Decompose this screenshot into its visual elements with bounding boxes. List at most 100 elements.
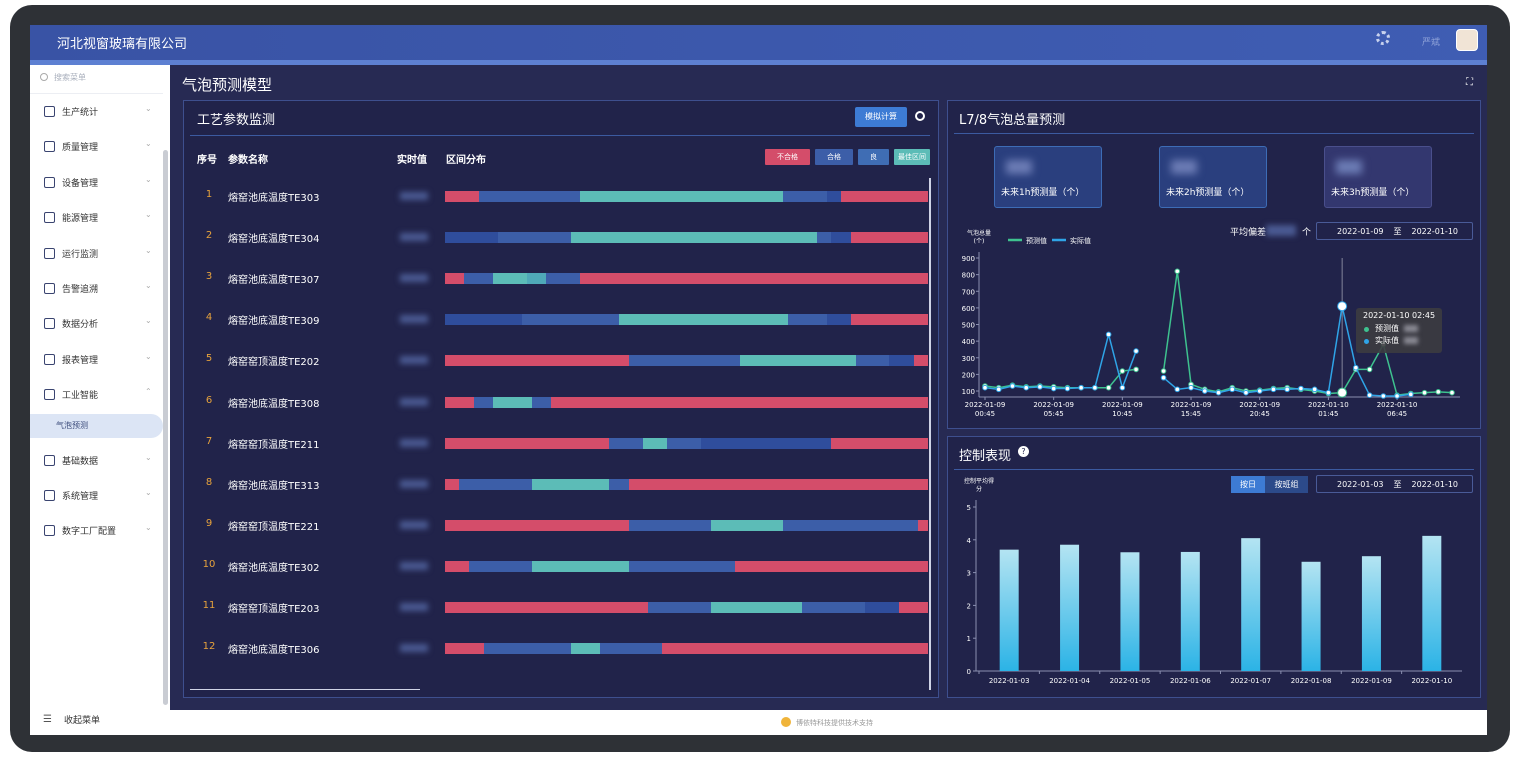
- blurred-value: [400, 356, 428, 365]
- x-tick-label: 2022-01-03: [989, 677, 1030, 685]
- segment: [826, 314, 851, 326]
- segment: [445, 314, 523, 326]
- bar: [1241, 538, 1261, 671]
- tab-button[interactable]: 按班组: [1265, 476, 1308, 493]
- segment: [889, 355, 914, 367]
- chevron: ⌄: [145, 281, 152, 290]
- segment: [667, 437, 701, 449]
- segment: [662, 643, 928, 655]
- menu-active-bg: [30, 413, 163, 438]
- settings-icon[interactable]: [1376, 31, 1390, 45]
- blurred-value: [400, 520, 428, 529]
- row-name: 熔窑窑顶温度TE203: [228, 604, 320, 615]
- collapse-menu[interactable]: 收起菜单: [64, 716, 101, 726]
- settings-icon[interactable]: [915, 111, 925, 121]
- chevron: ⌄: [145, 452, 152, 462]
- segment: [609, 437, 644, 449]
- point: [1256, 388, 1263, 394]
- date-range[interactable]: 2022-01-03 至 2022-01-10: [1316, 475, 1473, 493]
- row-name: 熔窑池底温度TE313: [228, 480, 320, 492]
- point: [1201, 388, 1208, 394]
- point: [995, 386, 1002, 393]
- segment: [445, 355, 629, 367]
- simulate-button[interactable]: 模拟计算: [855, 107, 907, 127]
- point: [1119, 368, 1126, 374]
- point: [1407, 391, 1414, 398]
- point: [1174, 268, 1181, 275]
- menu-icon: [44, 389, 55, 401]
- segment: [493, 273, 528, 285]
- menu-item[interactable]: 报表管理: [62, 355, 99, 366]
- y-axis-title: 气泡总量(个): [966, 230, 991, 245]
- legend-chip: 最佳区间: [894, 149, 930, 165]
- menu-item[interactable]: 数据分析: [62, 320, 99, 331]
- avatar[interactable]: [1456, 29, 1478, 51]
- submenu-item[interactable]: 气泡预测: [56, 420, 88, 430]
- menu-item[interactable]: 工业智能: [62, 391, 99, 402]
- point: [1243, 389, 1249, 396]
- user-name[interactable]: 严斌: [1422, 38, 1441, 48]
- row-name: 熔窑池底温度TE306: [228, 645, 320, 657]
- segment: [831, 437, 928, 449]
- row-name: 熔窑池底温度TE308: [228, 398, 320, 410]
- segment: [783, 191, 827, 202]
- y-tick-label: 0: [967, 668, 971, 676]
- point: [1337, 387, 1348, 398]
- menu-item[interactable]: 生产统计: [62, 108, 99, 118]
- point: [1105, 384, 1112, 391]
- menu-icon: [44, 490, 55, 501]
- y-tick-label: 700: [962, 288, 975, 296]
- column-header: 区间分布: [446, 155, 486, 166]
- menu-item[interactable]: 告警追溯: [62, 285, 99, 295]
- segment: [473, 396, 494, 408]
- chevron: ⌄: [145, 139, 152, 149]
- segment: [527, 273, 547, 285]
- chevron: ⌄: [145, 351, 152, 361]
- point: [1119, 384, 1126, 391]
- row-index: 11: [202, 600, 216, 611]
- segment: [787, 314, 827, 326]
- y-tick-label: 100: [962, 388, 975, 396]
- row-name: 熔窑窑顶温度TE202: [228, 357, 320, 369]
- search-input[interactable]: 搜索菜单: [54, 73, 86, 82]
- y-tick-label: 3: [967, 570, 971, 578]
- segment: [522, 314, 619, 326]
- bar: [1180, 551, 1200, 671]
- segment: [445, 232, 499, 244]
- date-range[interactable]: 2022-01-09 至 2022-01-10: [1316, 222, 1473, 240]
- segment: [913, 355, 928, 367]
- fullscreen-icon[interactable]: ⛶: [1466, 77, 1473, 88]
- row-name: 熔窑窑顶温度TE221: [228, 521, 320, 533]
- menu-item[interactable]: 设备管理: [62, 178, 99, 189]
- title-rule: [954, 469, 1474, 470]
- tab-button[interactable]: 按日: [1231, 476, 1265, 493]
- x-tick-label: 2022-01-10 06:45: [1376, 401, 1418, 418]
- segment: [802, 602, 866, 613]
- row-index: 2: [205, 230, 213, 242]
- date-sep: 至: [1393, 479, 1402, 489]
- menu-item[interactable]: 能源管理: [62, 214, 99, 225]
- point: [1449, 389, 1455, 396]
- menu-item[interactable]: 运行监测: [62, 249, 99, 260]
- segment: [628, 355, 740, 367]
- point: [1435, 389, 1442, 395]
- x-tick-label: 2022-01-06: [1170, 677, 1211, 685]
- menu-item[interactable]: 数字工厂配置: [62, 527, 117, 538]
- menu-item[interactable]: 系统管理: [62, 492, 99, 502]
- segment: [570, 643, 600, 655]
- chevron: ⌄: [145, 488, 152, 497]
- segment: [570, 232, 817, 244]
- menu-item[interactable]: 质量管理: [62, 143, 99, 154]
- segment: [647, 602, 711, 613]
- segment: [580, 273, 928, 285]
- card-label: 未来2h预测量（个）: [1166, 188, 1250, 198]
- help-icon[interactable]: ?: [1018, 446, 1029, 457]
- segment: [546, 273, 581, 285]
- collapse-icon[interactable]: ☰: [43, 714, 52, 725]
- point: [1380, 393, 1387, 399]
- point: [1298, 385, 1304, 392]
- point: [1174, 386, 1181, 393]
- menu-item[interactable]: 基础数据: [62, 456, 99, 467]
- point: [1229, 386, 1236, 393]
